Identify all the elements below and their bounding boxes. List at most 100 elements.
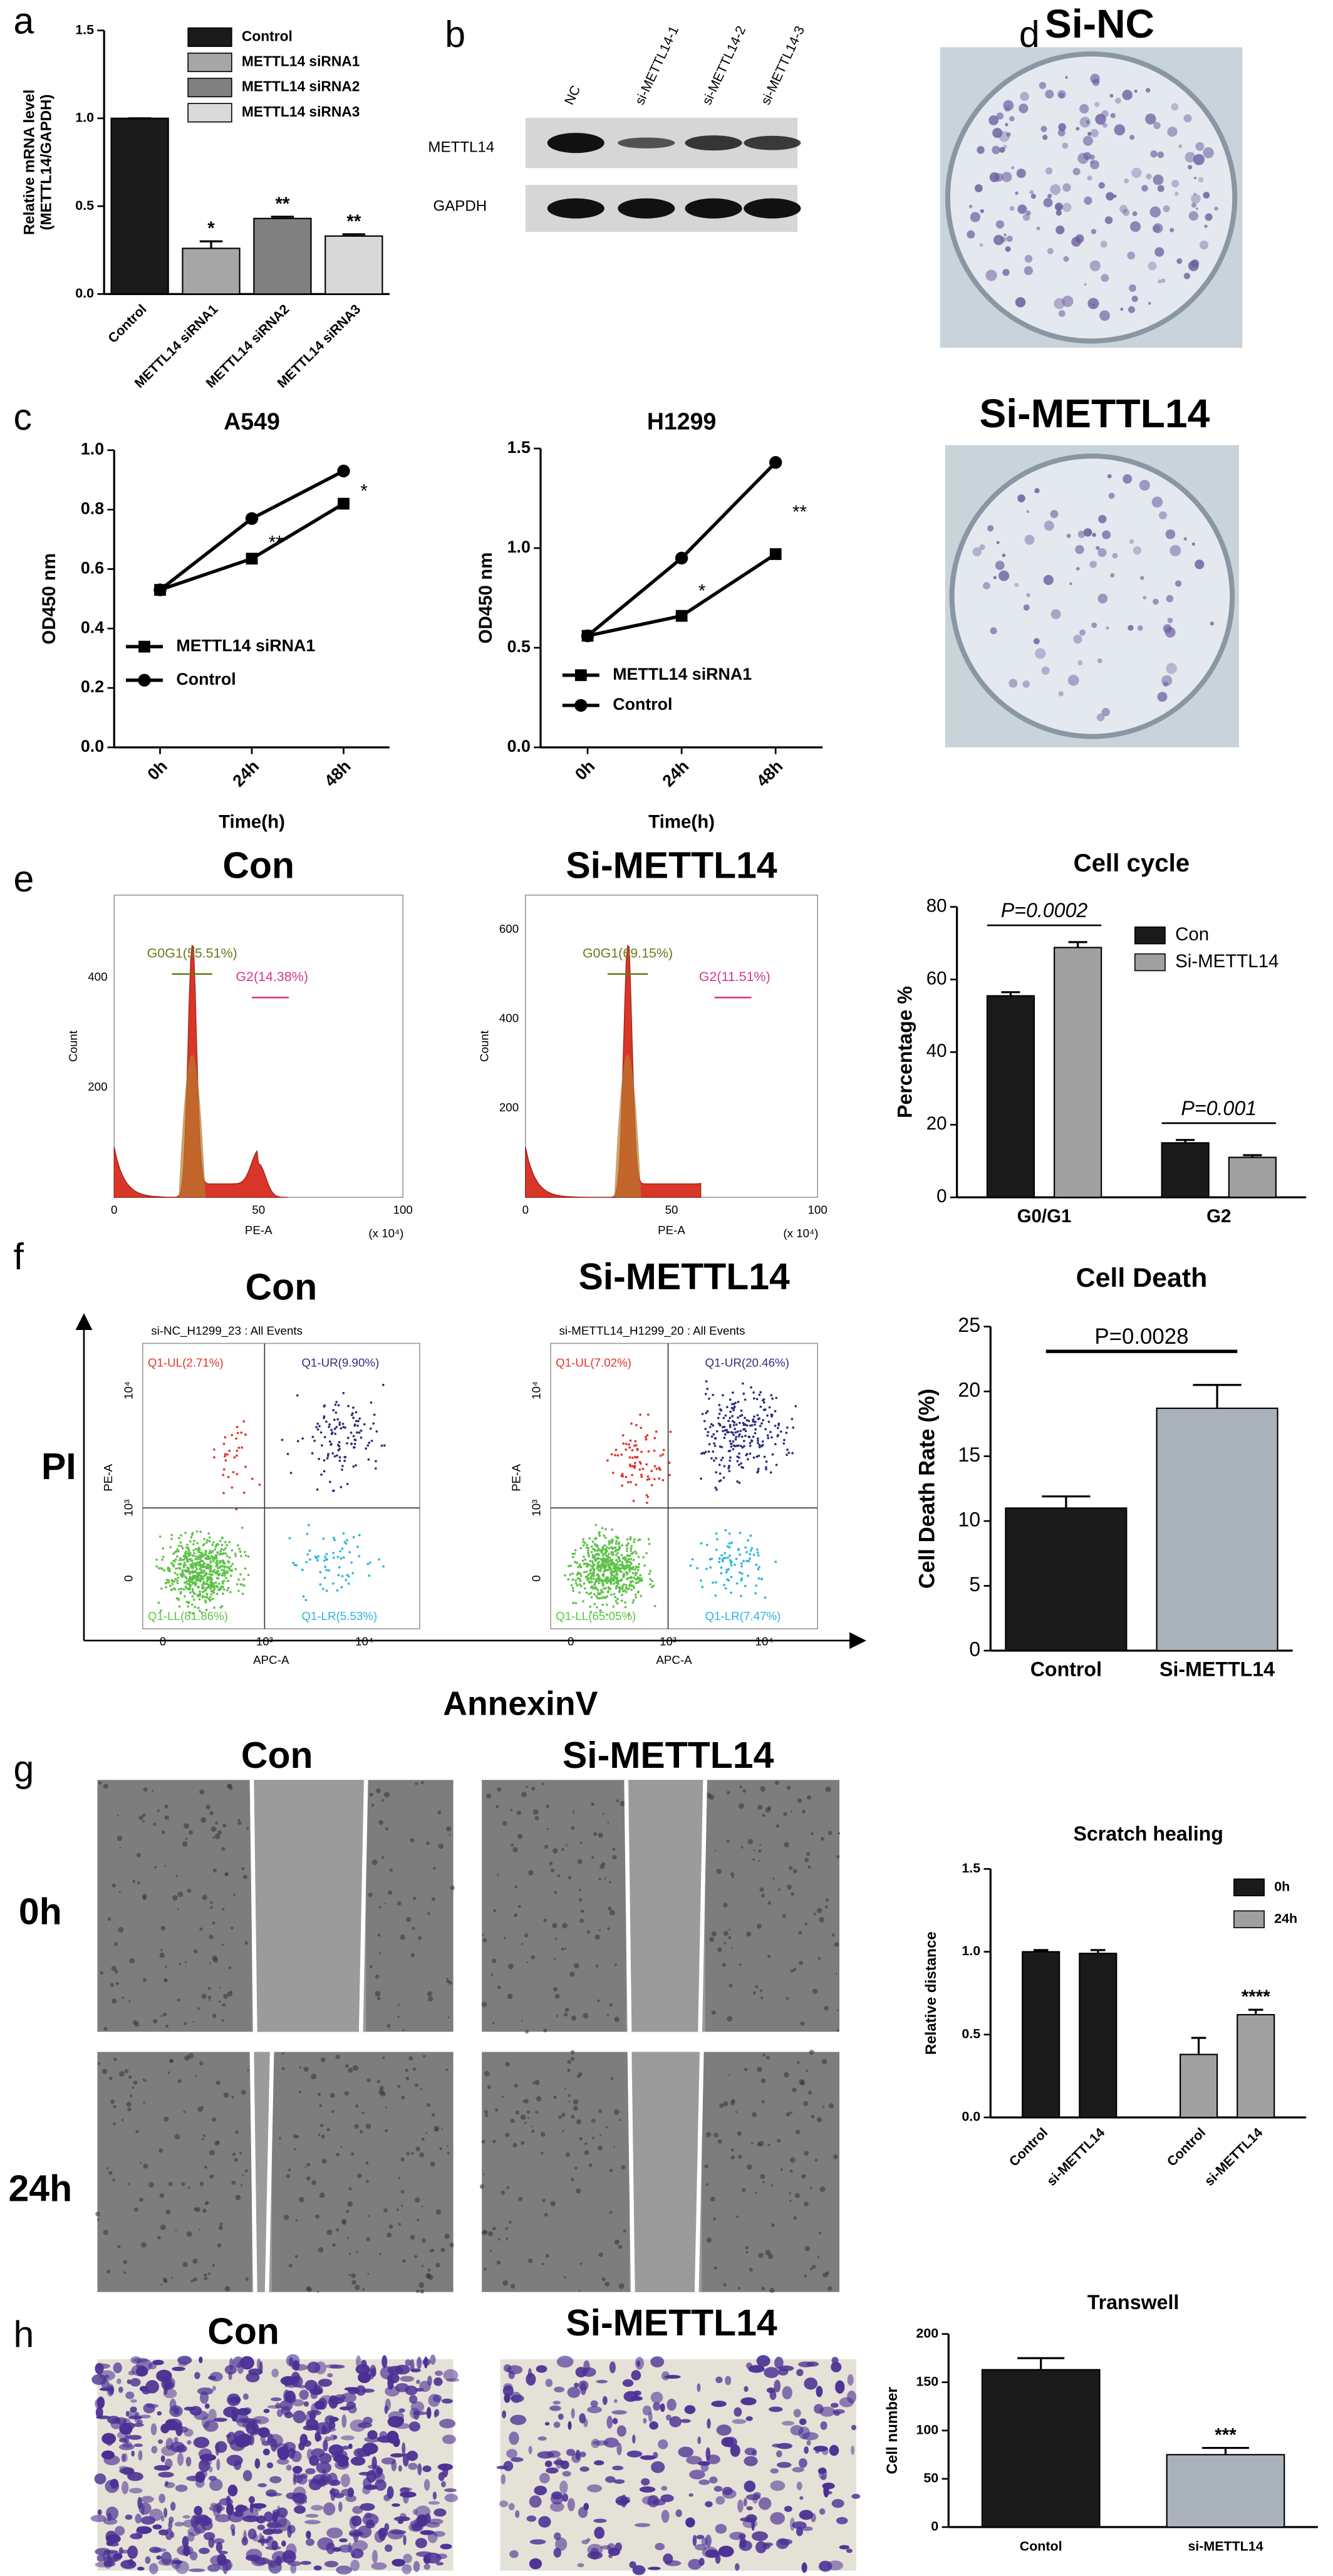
event — [760, 1577, 763, 1581]
event — [161, 1567, 163, 1571]
event — [603, 1570, 606, 1573]
cell — [551, 1868, 555, 1872]
event — [322, 1537, 325, 1540]
colony — [1157, 692, 1168, 702]
colony — [1149, 206, 1161, 218]
cell — [318, 2133, 321, 2136]
event — [601, 1527, 604, 1530]
cell — [376, 1996, 381, 2000]
cell — [215, 2514, 231, 2523]
event — [244, 1465, 247, 1468]
cell — [183, 2111, 186, 2114]
cell — [316, 2461, 332, 2474]
event — [635, 1552, 638, 1555]
cell — [708, 1794, 715, 1800]
colony — [1123, 209, 1130, 216]
event — [794, 1405, 797, 1408]
cell — [350, 2419, 366, 2432]
colony — [1183, 537, 1187, 541]
event — [715, 1549, 718, 1551]
event — [752, 1554, 755, 1556]
event — [582, 1538, 585, 1541]
event — [176, 1573, 179, 1576]
cell — [346, 2401, 356, 2409]
annotation: * — [360, 481, 367, 502]
cell — [542, 2198, 546, 2203]
cell — [397, 2015, 400, 2018]
cell — [515, 2510, 520, 2518]
cell — [609, 2211, 613, 2214]
event — [191, 1532, 194, 1535]
panel-letter: e — [13, 859, 34, 900]
blot-band — [618, 137, 675, 148]
cell — [767, 2253, 774, 2260]
colony — [1025, 210, 1031, 216]
y-tick-label: 100 — [916, 2422, 938, 2437]
cell — [228, 1966, 232, 1970]
cell — [117, 2245, 121, 2248]
colony — [1044, 520, 1054, 531]
event — [199, 1592, 202, 1596]
event — [755, 1455, 759, 1458]
axis-unit: (x 10⁴) — [783, 1227, 818, 1240]
cell — [686, 2456, 702, 2464]
colony — [1096, 546, 1100, 550]
cell — [210, 1906, 213, 1909]
event — [743, 1445, 745, 1448]
event — [222, 1468, 226, 1471]
cell — [117, 2431, 131, 2439]
cell — [524, 2099, 529, 2104]
event — [243, 1550, 246, 1554]
event — [733, 1405, 736, 1408]
event — [757, 1577, 760, 1580]
cell — [816, 2117, 822, 2122]
event — [602, 1572, 605, 1576]
cell — [751, 2531, 769, 2542]
cell — [620, 2494, 628, 2508]
cell — [762, 1814, 765, 1817]
cell — [433, 2377, 443, 2386]
event — [346, 1482, 349, 1485]
event — [712, 1393, 715, 1396]
cell — [723, 1903, 728, 1908]
event — [180, 1591, 182, 1594]
row-label: METTL14 — [428, 139, 494, 156]
event — [212, 1550, 214, 1552]
cell — [796, 2481, 802, 2491]
event — [227, 1586, 230, 1589]
cell — [242, 2470, 252, 2481]
event — [191, 1595, 194, 1598]
cell — [369, 1792, 373, 1797]
event — [737, 1401, 740, 1403]
event — [214, 1581, 217, 1584]
event — [749, 1424, 752, 1427]
cell — [279, 2137, 281, 2140]
cell — [709, 2476, 718, 2484]
cell — [199, 2391, 209, 2404]
cell — [427, 1996, 433, 2002]
event — [239, 1550, 242, 1553]
event — [204, 1599, 207, 1602]
event — [621, 1594, 623, 1597]
cell — [157, 2411, 162, 2416]
cell — [497, 1874, 499, 1876]
event — [614, 1564, 617, 1567]
bar — [981, 2369, 1101, 2528]
event — [648, 1572, 651, 1576]
event — [206, 1555, 209, 1558]
colony — [1079, 629, 1086, 636]
event — [729, 1450, 732, 1452]
cell — [490, 1973, 494, 1976]
cell — [194, 2207, 198, 2211]
event — [574, 1602, 578, 1605]
event — [578, 1591, 581, 1594]
cell — [254, 2458, 261, 2469]
colony — [1003, 100, 1014, 111]
cell — [552, 2401, 561, 2405]
cell — [584, 2150, 589, 2156]
marker — [581, 629, 594, 643]
cell — [124, 2069, 129, 2074]
row-label: GAPDH — [433, 197, 487, 214]
colony — [1056, 210, 1062, 216]
event — [247, 1574, 250, 1576]
